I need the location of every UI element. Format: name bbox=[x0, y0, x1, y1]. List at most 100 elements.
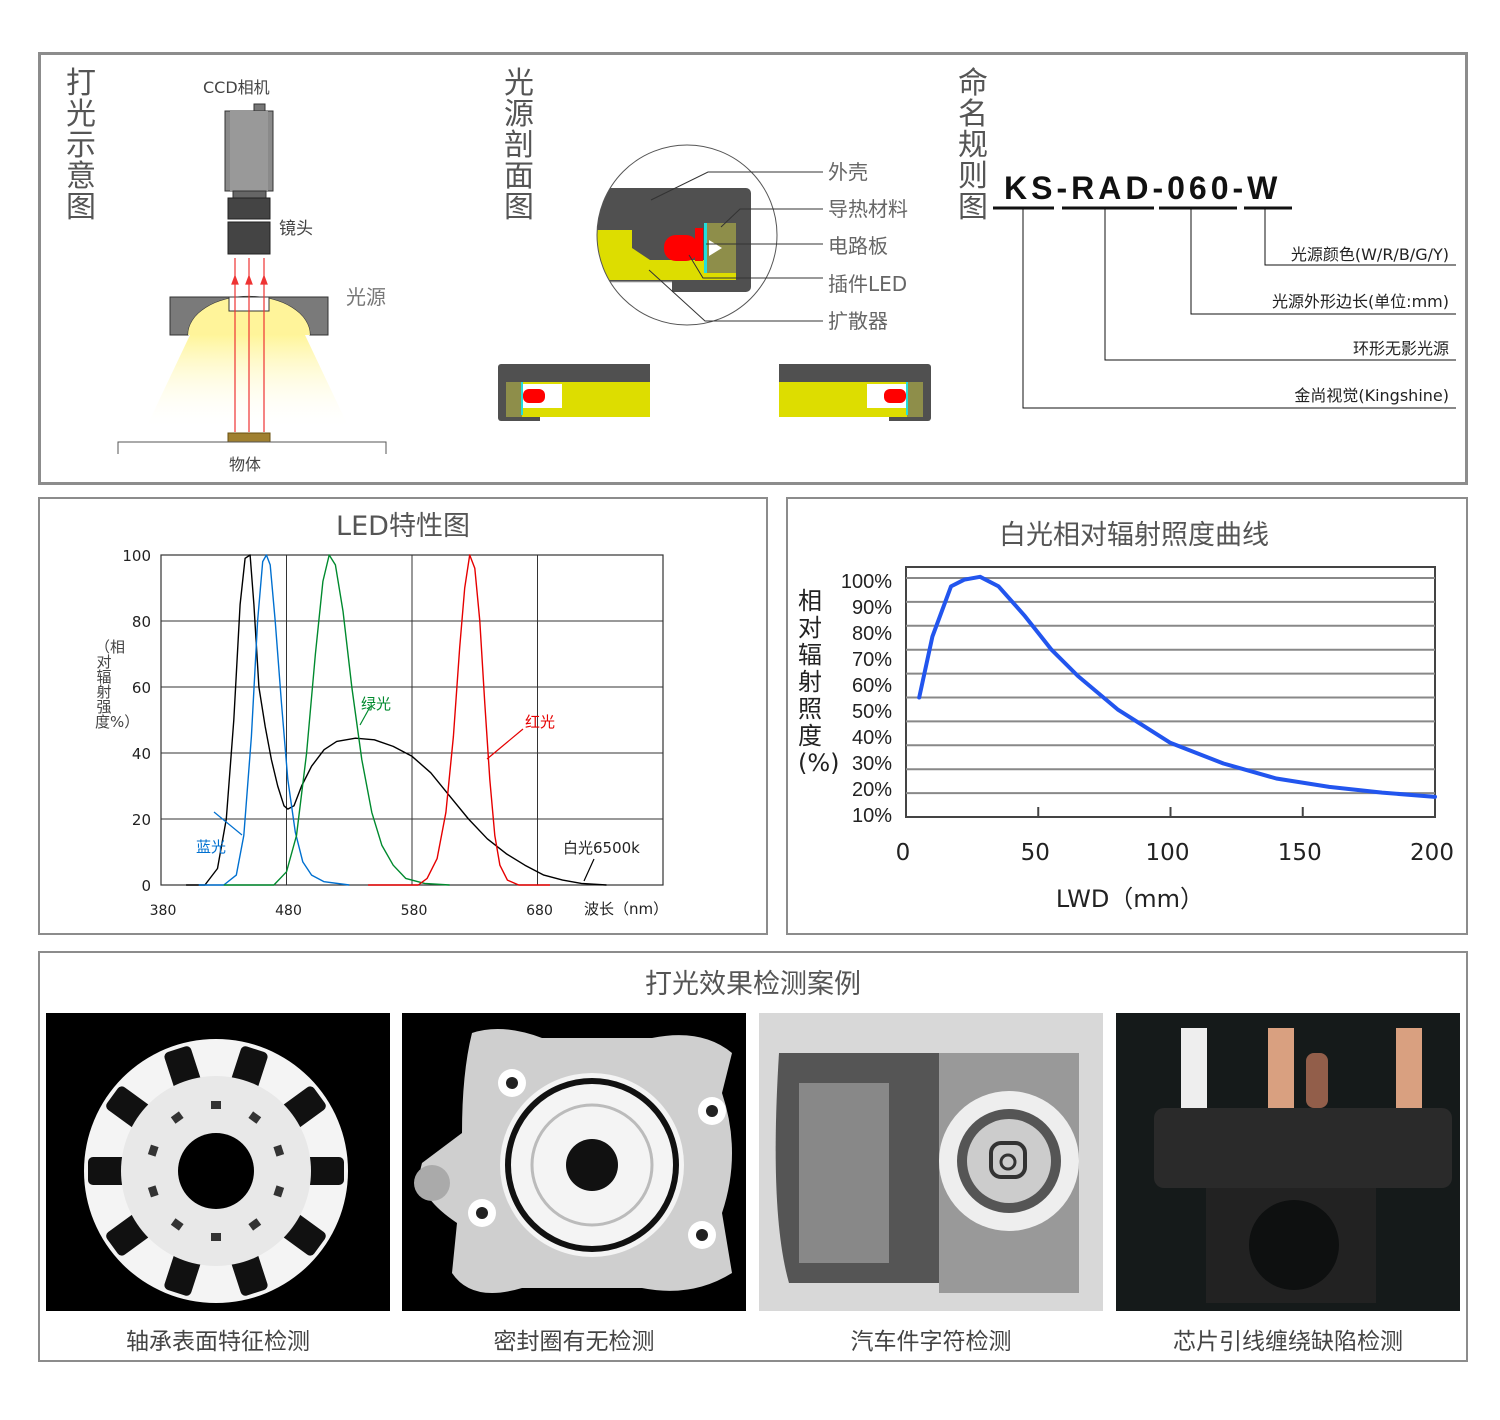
part-label: 外壳 bbox=[828, 160, 868, 184]
leader-lines bbox=[648, 171, 823, 322]
lens-icon bbox=[227, 197, 271, 255]
chip-photo bbox=[1116, 1013, 1460, 1311]
y-tick-label: 40% bbox=[852, 727, 892, 749]
stage-bracket bbox=[117, 441, 387, 454]
y-tick-label: 10% bbox=[852, 805, 892, 827]
naming-diagram-title: 命名规则图 bbox=[958, 66, 988, 225]
bearing-hole bbox=[248, 1111, 262, 1124]
case-caption: 汽车件字符检测 bbox=[850, 1329, 1012, 1355]
magnifier-circle bbox=[596, 144, 778, 326]
code-segment: 060 bbox=[1167, 170, 1232, 206]
y-tick-label: 100 bbox=[122, 547, 151, 565]
x-tick-label: 380 bbox=[150, 903, 177, 919]
code-separator: - bbox=[1152, 170, 1167, 206]
y-tick-label: 80 bbox=[132, 613, 151, 631]
lens-label: 镜头 bbox=[279, 219, 313, 239]
part-label: 导热材料 bbox=[828, 197, 908, 221]
overview-panel bbox=[38, 52, 1468, 485]
full-section-bar bbox=[498, 364, 931, 421]
x-axis-label: LWD（mm） bbox=[1056, 885, 1204, 913]
seal-photo bbox=[402, 1013, 746, 1311]
series-label-green: 绿光 bbox=[361, 695, 391, 713]
bearing-hole bbox=[147, 1185, 159, 1198]
series-label-white: 白光6500k bbox=[563, 839, 640, 857]
series-label-red: 红光 bbox=[525, 713, 555, 731]
y-tick-label: 60 bbox=[132, 679, 151, 697]
x-axis-label: 波长（nm） bbox=[584, 900, 668, 918]
code-segment: W bbox=[1247, 170, 1281, 206]
series-line bbox=[223, 554, 450, 886]
led-chart: LED特性图 0 20 40 60 80 100 380 480 580 680 蓝光 绿光 红光… bbox=[122, 511, 668, 919]
section-magnified bbox=[597, 188, 751, 294]
code-segment: RAD bbox=[1071, 170, 1152, 206]
y-tick-label: 20 bbox=[132, 811, 151, 829]
lighting-diagram-title: 打光示意图 bbox=[66, 66, 96, 225]
camera-icon bbox=[224, 103, 274, 199]
naming-leaders bbox=[993, 206, 1456, 409]
irradiance-chart-panel bbox=[786, 497, 1468, 935]
naming-meaning: 光源颜色(W/R/B/G/Y) bbox=[1291, 245, 1449, 264]
part-label: 电路板 bbox=[828, 234, 888, 258]
chart-title: LED特性图 bbox=[336, 511, 470, 542]
case-caption: 轴承表面特征检测 bbox=[126, 1329, 310, 1355]
code-separator: - bbox=[1056, 170, 1071, 206]
code-segment: KS bbox=[1004, 170, 1056, 206]
naming-meaning: 金尚视觉(Kingshine) bbox=[1294, 386, 1449, 405]
bearing-hole bbox=[170, 1218, 184, 1231]
auto-part-photo bbox=[759, 1013, 1103, 1311]
y-tick-label: 20% bbox=[852, 779, 892, 801]
bearing-hole bbox=[211, 1233, 221, 1241]
bearing-photo bbox=[46, 1013, 390, 1311]
x-tick-label: 580 bbox=[401, 903, 428, 919]
bearing-hole bbox=[147, 1144, 159, 1157]
series-label-blue: 蓝光 bbox=[196, 838, 226, 856]
y-tick-label: 30% bbox=[852, 753, 892, 775]
annotation-leaders bbox=[213, 706, 595, 882]
irradiance-chart: 白光相对辐射照度曲线 100% 90% 80% 70% 60% 50% 40% 30% 20% 1… bbox=[841, 520, 1454, 913]
section-diagram: 外壳 导热材料 电路板 插件LED 扩散器 bbox=[498, 144, 931, 421]
part-label: 扩散器 bbox=[828, 309, 888, 333]
cases-title: 打光效果检测案例 bbox=[645, 969, 861, 1000]
y-tick-label: 0 bbox=[141, 877, 151, 895]
series-line bbox=[198, 554, 350, 886]
bearing-hole bbox=[248, 1218, 262, 1231]
reflected-rays bbox=[231, 258, 268, 432]
y-tick-label: 80% bbox=[852, 623, 892, 645]
y-tick-label: 60% bbox=[852, 675, 892, 697]
case-caption: 密封圈有无检测 bbox=[493, 1329, 655, 1355]
light-beam bbox=[145, 335, 350, 430]
y-tick-label: 50% bbox=[852, 701, 892, 723]
x-tick-label: 480 bbox=[275, 903, 302, 919]
light-label: 光源 bbox=[346, 285, 386, 309]
series-line bbox=[917, 574, 1437, 799]
x-tick-label: 150 bbox=[1278, 840, 1322, 866]
section-diagram-title: 光源剖面图 bbox=[504, 66, 534, 225]
cases-panel bbox=[38, 951, 1468, 1362]
series-line bbox=[368, 554, 550, 886]
y-tick-label: 40 bbox=[132, 745, 151, 763]
x-tick-label: 200 bbox=[1410, 840, 1454, 866]
naming-meaning: 光源外形边长(单位:mm) bbox=[1272, 292, 1449, 311]
led-chart-panel bbox=[38, 497, 768, 935]
x-tick-label: 680 bbox=[526, 903, 553, 919]
bearing-hole bbox=[211, 1101, 221, 1109]
part-label: 插件LED bbox=[828, 272, 907, 296]
naming-diagram: KS-RAD-060-W 光源颜色(W/R/B/G/Y) 光源外形边长(单位:m… bbox=[993, 170, 1456, 409]
y-tick-label: 90% bbox=[852, 597, 892, 619]
lighting-diagram: CCD相机 镜头 光源 物体 bbox=[117, 78, 387, 474]
naming-meaning: 环形无影光源 bbox=[1353, 339, 1449, 358]
chart-title: 白光相对辐射照度曲线 bbox=[999, 520, 1269, 551]
x-tick-label: 100 bbox=[1146, 840, 1190, 866]
y-tick-label: 70% bbox=[852, 649, 892, 671]
y-tick-label: 100% bbox=[841, 571, 892, 593]
case-caption: 芯片引线缠绕缺陷检测 bbox=[1173, 1329, 1403, 1355]
object-icon bbox=[227, 432, 271, 443]
x-tick-label: 0 bbox=[896, 840, 911, 866]
bearing-hole bbox=[170, 1111, 184, 1124]
y-axis-label: 相对辐射照度(%) bbox=[798, 587, 840, 777]
model-code: KS-RAD-060-W bbox=[1004, 170, 1281, 206]
x-tick-label: 50 bbox=[1021, 840, 1050, 866]
object-label: 物体 bbox=[229, 455, 261, 474]
plot-area bbox=[905, 566, 1436, 818]
